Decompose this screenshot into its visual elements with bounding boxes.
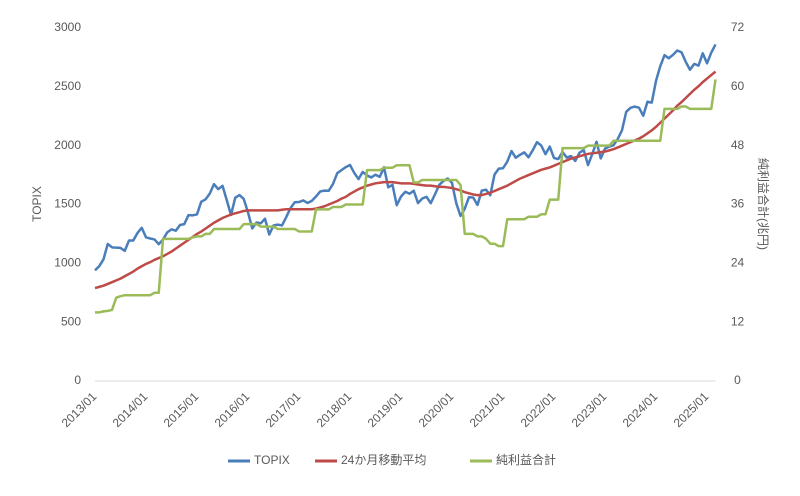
- y2-tick-label: 12: [731, 314, 745, 328]
- y2-tick-label: 24: [731, 256, 745, 270]
- y-tick-label: 2000: [54, 138, 81, 152]
- y-tick-label: 0: [74, 373, 81, 387]
- y-tick-label: 3000: [54, 20, 81, 34]
- y2-tick-label: 48: [731, 138, 745, 152]
- y-tick-label: 1000: [54, 256, 81, 270]
- y-axis-title: TOPIX: [30, 186, 44, 222]
- x-tick-label: 2021/01: [467, 389, 508, 430]
- series-line: [95, 79, 717, 314]
- x-tick-label: 2022/01: [518, 389, 559, 430]
- series-line: [94, 43, 717, 272]
- x-tick-label: 2016/01: [212, 389, 253, 430]
- x-tick-label: 2023/01: [569, 389, 610, 430]
- y2-tick-label: 72: [731, 20, 745, 34]
- y-tick-label: 1500: [54, 197, 81, 211]
- x-tick-label: 2024/01: [620, 389, 661, 430]
- y2-tick-label: 36: [731, 197, 745, 211]
- x-tick-label: 2013/01: [59, 389, 100, 430]
- legend-label: TOPIX: [254, 453, 290, 467]
- y-tick-label: 500: [61, 314, 81, 328]
- y2-tick-label: 60: [731, 79, 745, 93]
- x-tick-label: 2015/01: [161, 389, 202, 430]
- x-tick-label: 2014/01: [110, 389, 151, 430]
- y2-tick-label: 0: [734, 373, 741, 387]
- legend-label: 24か月移動平均: [341, 453, 426, 467]
- series-line: [94, 70, 717, 290]
- y-tick-label: 2500: [54, 79, 81, 93]
- x-tick-label: 2025/01: [671, 389, 712, 430]
- x-tick-label: 2017/01: [263, 389, 304, 430]
- x-tick-label: 2019/01: [365, 389, 406, 430]
- x-tick-label: 2020/01: [416, 389, 457, 430]
- x-tick-label: 2018/01: [314, 389, 355, 430]
- y2-axis-title: 純利益合計(兆円): [756, 158, 771, 250]
- legend-label: 純利益合計: [496, 452, 556, 467]
